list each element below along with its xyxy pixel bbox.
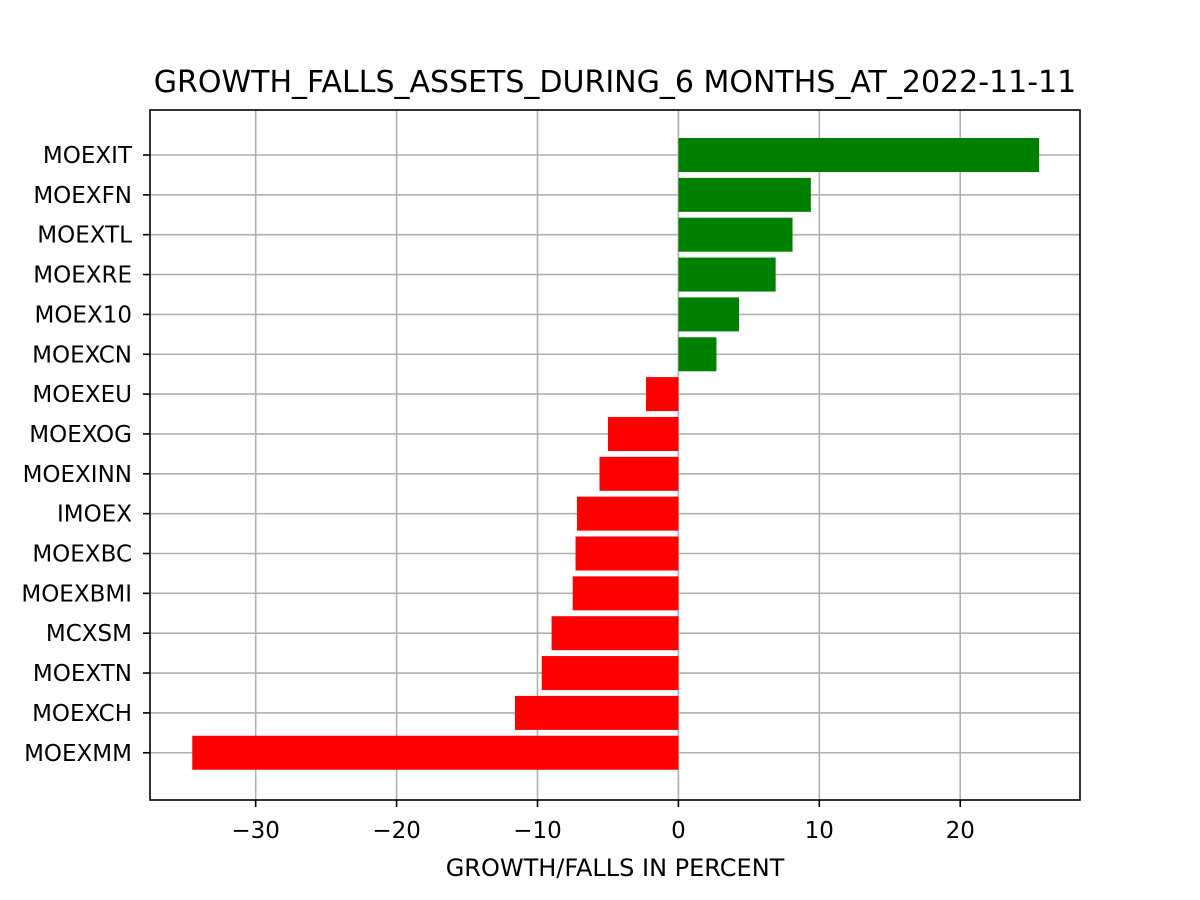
bar-moextn [541,656,679,691]
bar-moexch [514,695,679,730]
bar-imoex [576,496,679,531]
y-tick-label: MOEXMM [24,741,132,767]
x-tick-label: −30 [231,818,280,844]
y-tick-label: MOEXTN [33,661,132,687]
y-tick-label: MCXSM [46,621,132,647]
bar-moex10 [678,297,739,332]
chart-title: GROWTH_FALLS_ASSETS_DURING_6 MONTHS_AT_2… [154,65,1076,100]
y-tick-label: MOEXTL [37,223,132,249]
x-tick-label: −20 [372,818,421,844]
bar-moexog [607,416,679,451]
y-tick-label: MOEXIT [43,143,133,169]
bar-moexfn [678,177,811,212]
bars [192,138,1040,770]
y-tick-label: MOEX10 [34,302,132,328]
axis-ticks: −30 −20 −10 0 10 20 MOEXIT MOEXFN MOEXTL MOEXRE MO… [21,143,975,844]
y-tick-label: MOEXBMI [21,581,132,607]
bar-moexit [678,138,1040,172]
x-tick-label: 10 [805,818,834,844]
plot-frame [149,109,1081,801]
x-tick-label: 0 [671,818,686,844]
bar-moexbmi [572,576,679,611]
y-tick-label: MOEXEU [32,382,132,408]
bar-moextl [678,217,793,252]
y-tick-label: MOEXFN [33,183,132,209]
y-tick-label: MOEXCN [32,342,132,368]
bar-moexmm [192,735,679,770]
bar-moexre [678,257,776,292]
y-tick-label: MOEXOG [29,422,132,448]
x-tick-label: −10 [513,818,562,844]
y-tick-label: MOEXBC [32,542,132,568]
bar-moexinn [599,456,679,491]
bar-moexeu [646,377,679,412]
bar-mcxsm [551,616,679,651]
x-tick-label: 20 [946,818,975,844]
y-tick-label: IMOEX [57,502,132,528]
y-tick-label: MOEXRE [33,263,132,289]
bar-moexbc [575,536,679,571]
y-tick-label: MOEXCH [32,701,132,727]
x-axis-label: GROWTH/FALLS IN PERCENT [446,854,785,882]
y-tick-label: MOEXINN [23,462,132,488]
bar-moexcn [678,337,717,372]
